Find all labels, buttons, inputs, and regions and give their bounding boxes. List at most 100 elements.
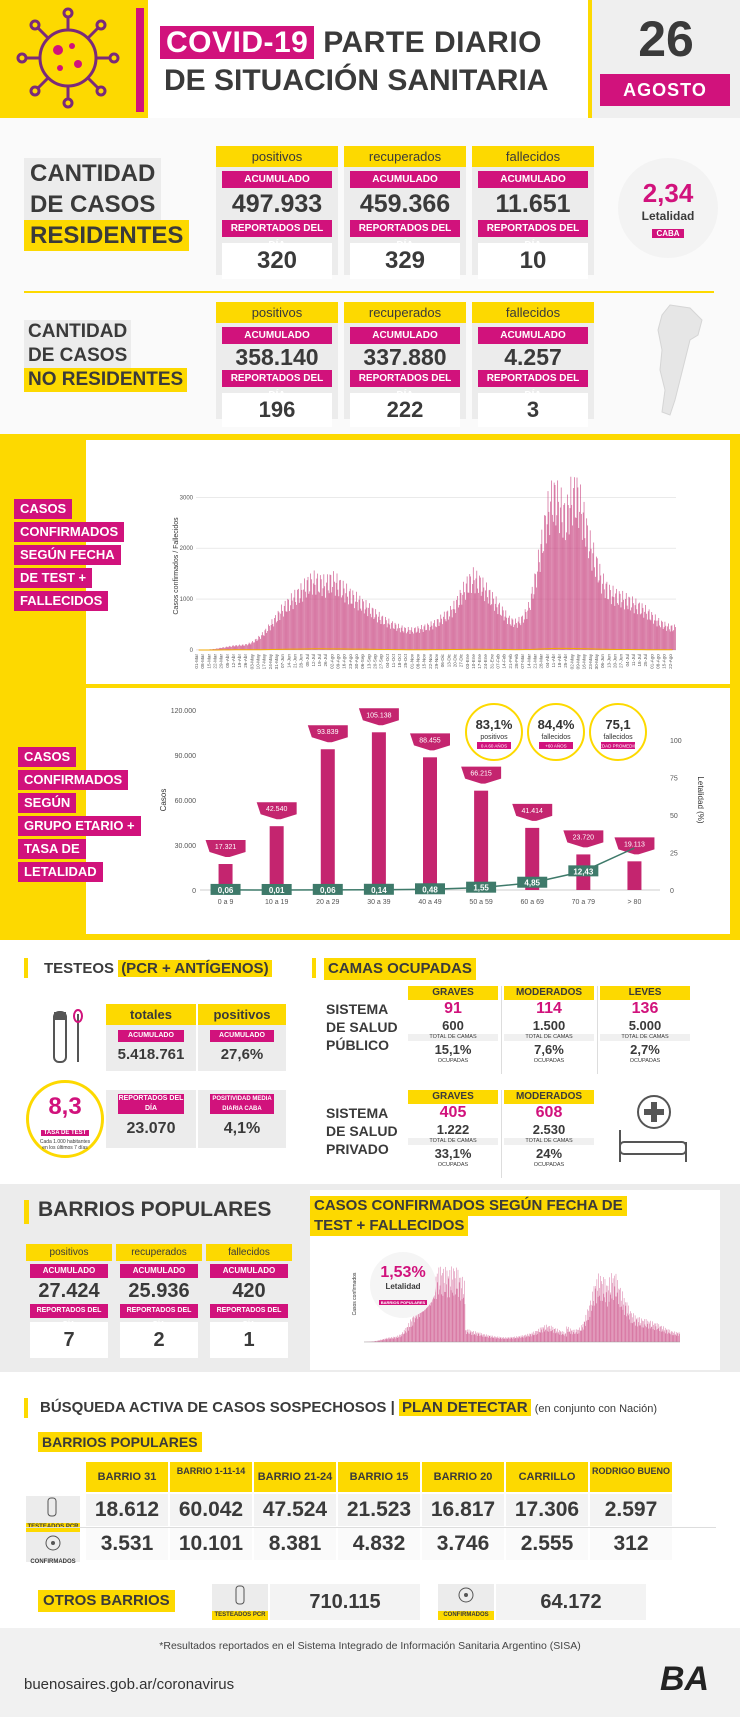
busqueda-title: BÚSQUEDA ACTIVA DE CASOS SOSPECHOSOS | P…: [40, 1399, 657, 1416]
chart1-bar: [579, 511, 580, 650]
chart1-bar: [612, 585, 614, 650]
chart1-bar: [453, 600, 455, 650]
camas-col-total: 1.500: [532, 1018, 566, 1033]
chart1-xtick: 07-Jun: [280, 654, 285, 668]
chart1-xtick: 04-Jul: [625, 654, 630, 667]
chart1-bar: [252, 641, 253, 650]
chart1-bar: [282, 610, 283, 650]
chart1-bar: [237, 646, 239, 650]
header-title-box: [148, 0, 588, 118]
nores-acum-value: 337.880: [363, 344, 447, 370]
chart1-xtick: 10-May: [256, 653, 261, 669]
chart1-bar: [498, 604, 500, 650]
chart1-bar: [230, 646, 231, 650]
chart3-title2: TEST + FALLECIDOS: [310, 1216, 469, 1236]
res-dia-value: 10: [478, 243, 588, 279]
camas-publico-l3: PÚBLICO: [326, 1037, 389, 1053]
res-acum-label: ACUMULADO: [350, 171, 460, 188]
nores-acum-value: 4.257: [504, 344, 562, 370]
barrio-col-header: RODRIGO BUENO: [590, 1462, 672, 1492]
virus-icon: [16, 7, 120, 109]
chart1-bar: [664, 621, 666, 650]
chart1-bar: [550, 501, 551, 650]
chart1-bar: [639, 602, 640, 650]
chart1-bar: [428, 624, 429, 650]
res-card: fallecidos ACUMULADO 11.651 REPORTADOS DEL …: [472, 146, 594, 279]
chart1-bar: [628, 596, 630, 650]
chart1-bar: [663, 627, 665, 650]
chart1-bar: [626, 605, 628, 650]
chart1-bar: [359, 595, 361, 650]
chart1-bar: [529, 607, 530, 650]
chart1-bar: [276, 620, 278, 650]
letalidad-caba-label: Letalidad: [641, 209, 695, 223]
chart1-bar: [401, 625, 403, 650]
chart1-bar: [482, 577, 484, 650]
chart1-bar: [460, 592, 462, 650]
chart1-bar: [336, 573, 338, 650]
chart1-bar: [646, 619, 648, 650]
footer-url[interactable]: buenosaires.gob.ar/coronavirus: [24, 1676, 235, 1693]
chart1-bar: [564, 503, 566, 650]
row2-label: CONFIRMADOS: [30, 1559, 76, 1565]
chart1-bar: [316, 578, 318, 650]
chart1-bar: [420, 629, 421, 650]
chart1-bar: [335, 582, 337, 650]
chart1-xtick: 24-May: [268, 653, 273, 669]
chart1-bar: [385, 620, 387, 650]
barrio-testeados: 60.042: [170, 1494, 252, 1526]
chart1-bar: [361, 610, 362, 650]
chart1-bar: [370, 613, 371, 650]
chart1-bar: [414, 627, 416, 650]
chart1-bar: [395, 624, 397, 650]
chart1-bar: [449, 616, 450, 650]
chart1-bar: [620, 607, 622, 650]
chart1-bar: [298, 602, 300, 650]
chart1-xtick: 08-Nov: [416, 653, 421, 669]
chart1-bar: [644, 611, 646, 650]
chart1-xtick: 29-Mar: [219, 654, 224, 669]
chart1-bar: [377, 616, 379, 650]
chart1-bar: [659, 625, 660, 650]
chart1-bar: [390, 628, 391, 650]
chart1-bar: [586, 518, 588, 650]
chart1-bar: [406, 631, 408, 650]
chart1-bar: [234, 646, 236, 650]
chart1-bar: [382, 615, 384, 650]
chart1-bar: [303, 589, 304, 650]
chart1-bar: [480, 595, 482, 650]
side-label-line: SEGÚN FECHA: [14, 545, 121, 565]
chart2-badge-circle: [465, 703, 523, 761]
chart1-bar: [261, 632, 263, 650]
chart1-bar: [389, 624, 391, 650]
camas-col-total: 1.222: [436, 1122, 470, 1137]
chart1-bar: [559, 533, 560, 650]
chart1-xtick: 27-Jun: [619, 654, 624, 668]
chart1-bar: [356, 591, 357, 650]
chart1-bar: [432, 629, 434, 650]
chart1-bar: [427, 623, 428, 650]
chart1-bar: [546, 524, 548, 650]
barrios-dia-value: 1: [210, 1322, 288, 1358]
chart1-bar: [297, 589, 298, 650]
chart1-bar: [496, 607, 498, 650]
chart1-bar: [324, 586, 326, 650]
chart1-bar: [611, 596, 613, 650]
chart1-bar: [661, 621, 663, 650]
chart1-bar: [279, 620, 281, 650]
nores-dia-value: 222: [350, 393, 460, 427]
footer: [0, 1628, 740, 1717]
nores-card-title: positivos: [216, 302, 338, 323]
chart1-bar: [566, 494, 568, 650]
chart1-bar: [363, 613, 365, 650]
chart1-bar: [357, 610, 359, 650]
chart1-bar: [580, 484, 581, 650]
chart1-bar: [386, 627, 388, 650]
chart2-y2tick: 0: [670, 888, 674, 895]
chart1-bar: [323, 574, 325, 650]
chart1-bar: [467, 592, 469, 650]
chart1-bar: [314, 584, 316, 650]
